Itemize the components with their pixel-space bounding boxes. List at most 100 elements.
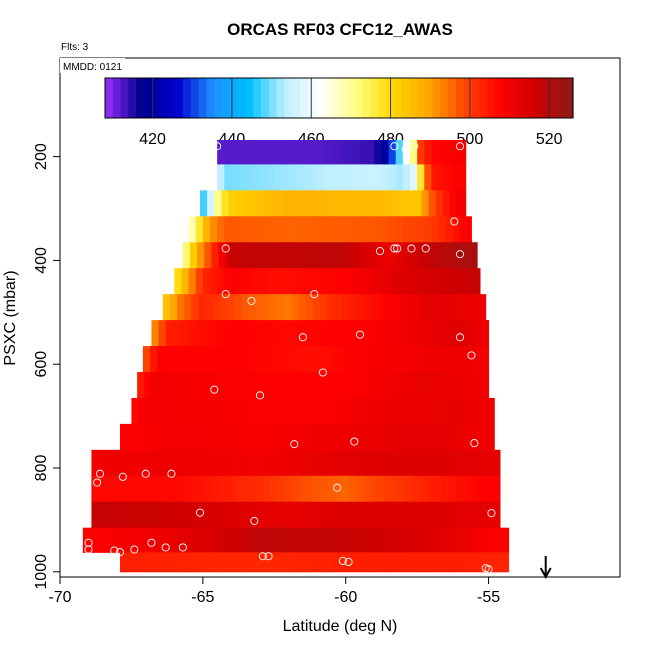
heatmap-cell bbox=[400, 190, 408, 217]
heatmap-cell bbox=[484, 423, 492, 451]
heatmap-cell bbox=[382, 242, 391, 269]
heatmap-cell bbox=[300, 190, 308, 217]
heatmap-cell bbox=[367, 268, 375, 295]
heatmap-cell bbox=[438, 216, 447, 243]
heatmap-cell bbox=[127, 475, 135, 503]
heatmap-cell bbox=[270, 475, 278, 503]
heatmap-cell bbox=[498, 552, 507, 573]
heatmap-cell bbox=[455, 552, 464, 573]
heatmap-cell bbox=[260, 164, 268, 191]
heatmap-cell bbox=[402, 397, 411, 425]
heatmap-cell bbox=[385, 346, 394, 373]
heatmap-cell bbox=[305, 475, 314, 503]
heatmap-cell bbox=[417, 140, 425, 165]
heatmap-cell bbox=[254, 527, 262, 553]
heatmap-cell bbox=[162, 501, 171, 529]
heatmap-cell bbox=[450, 190, 458, 217]
heatmap-cell bbox=[285, 346, 294, 373]
heatmap-cell bbox=[245, 164, 254, 191]
heatmap-cell bbox=[214, 190, 222, 217]
heatmap-cell bbox=[465, 320, 474, 347]
heatmap-cell bbox=[140, 527, 148, 553]
heatmap-cell bbox=[430, 371, 438, 399]
colorbar-swatch bbox=[432, 78, 441, 118]
heatmap-cell bbox=[417, 164, 425, 191]
colorbar-swatch bbox=[409, 78, 418, 118]
heatmap-cell bbox=[224, 216, 232, 243]
heatmap-cell bbox=[162, 423, 171, 451]
heatmap-cell bbox=[148, 475, 157, 503]
heatmap-cell bbox=[242, 190, 251, 217]
heatmap-cell bbox=[252, 164, 261, 191]
heatmap-cell bbox=[174, 268, 182, 295]
heatmap-cell bbox=[134, 423, 142, 451]
heatmap-cell bbox=[170, 449, 178, 477]
heatmap-cell bbox=[184, 475, 192, 503]
heatmap-cell bbox=[317, 268, 325, 295]
heatmap-cell bbox=[498, 449, 501, 477]
heatmap-cell bbox=[398, 552, 407, 573]
heatmap-cell bbox=[134, 552, 142, 573]
x-tick-label: -65 bbox=[191, 589, 214, 606]
colorbar-swatch bbox=[526, 78, 535, 118]
heatmap-cell bbox=[234, 475, 242, 503]
heatmap-cell bbox=[301, 320, 310, 347]
heatmap-cell bbox=[341, 294, 350, 321]
heatmap-cell bbox=[221, 190, 230, 217]
heatmap-cell bbox=[155, 449, 164, 477]
colorbar-swatch bbox=[378, 78, 387, 118]
heatmap-cell bbox=[127, 449, 135, 477]
heatmap-cell bbox=[252, 140, 261, 165]
heatmap-cell bbox=[361, 242, 370, 269]
sample-point bbox=[484, 565, 493, 574]
heatmap-cell bbox=[105, 475, 114, 503]
heatmap-cell bbox=[211, 527, 220, 553]
heatmap-cell bbox=[335, 190, 344, 217]
heatmap-cell bbox=[157, 346, 165, 373]
sample-point bbox=[84, 538, 93, 547]
heatmap-cell bbox=[455, 501, 464, 529]
sample-point bbox=[95, 469, 105, 478]
heatmap-cell bbox=[288, 164, 297, 191]
colorbar-swatch bbox=[448, 78, 457, 118]
sample-point bbox=[147, 538, 156, 547]
heatmap-cell bbox=[267, 216, 275, 243]
heatmap-cell bbox=[184, 501, 192, 529]
heatmap-cell bbox=[427, 449, 435, 477]
heatmap-cell bbox=[394, 371, 402, 399]
heatmap-cell bbox=[82, 527, 91, 553]
heatmap-cell bbox=[120, 449, 128, 477]
heatmap-cell bbox=[422, 320, 431, 347]
heatmap-cell bbox=[505, 552, 510, 573]
heatmap-cell bbox=[210, 216, 218, 243]
heatmap-cell bbox=[177, 423, 185, 451]
heatmap-cell bbox=[331, 140, 340, 165]
heatmap-cell bbox=[98, 475, 107, 503]
heatmap-cell bbox=[441, 552, 450, 573]
heatmap-cell bbox=[434, 449, 442, 477]
heatmap-cell bbox=[308, 320, 317, 347]
colorbar-swatch bbox=[276, 78, 285, 118]
sample-point bbox=[350, 437, 359, 446]
colorbar-swatch bbox=[424, 78, 434, 118]
heatmap-cell bbox=[291, 423, 300, 451]
heatmap-cell bbox=[484, 552, 492, 573]
heatmap-cell bbox=[360, 397, 368, 425]
heatmap-cell bbox=[334, 423, 342, 451]
heatmap-cell bbox=[298, 475, 307, 503]
heatmap-cell bbox=[317, 397, 325, 425]
heatmap-cell bbox=[327, 552, 335, 573]
heatmap-cell bbox=[244, 371, 252, 399]
heatmap-cell bbox=[220, 501, 228, 529]
heatmap-cell bbox=[451, 320, 460, 347]
heatmap-cell bbox=[168, 527, 177, 553]
heatmap-cell bbox=[238, 164, 247, 191]
colorbar-swatch bbox=[229, 78, 239, 118]
heatmap-cell bbox=[302, 397, 311, 425]
x-tick-label: -55 bbox=[477, 589, 500, 606]
heatmap-cell bbox=[338, 216, 347, 243]
heatmap-cell bbox=[400, 346, 408, 373]
heatmap-cell bbox=[170, 552, 178, 573]
sample-point bbox=[298, 333, 307, 342]
heatmap-cell bbox=[151, 320, 160, 347]
